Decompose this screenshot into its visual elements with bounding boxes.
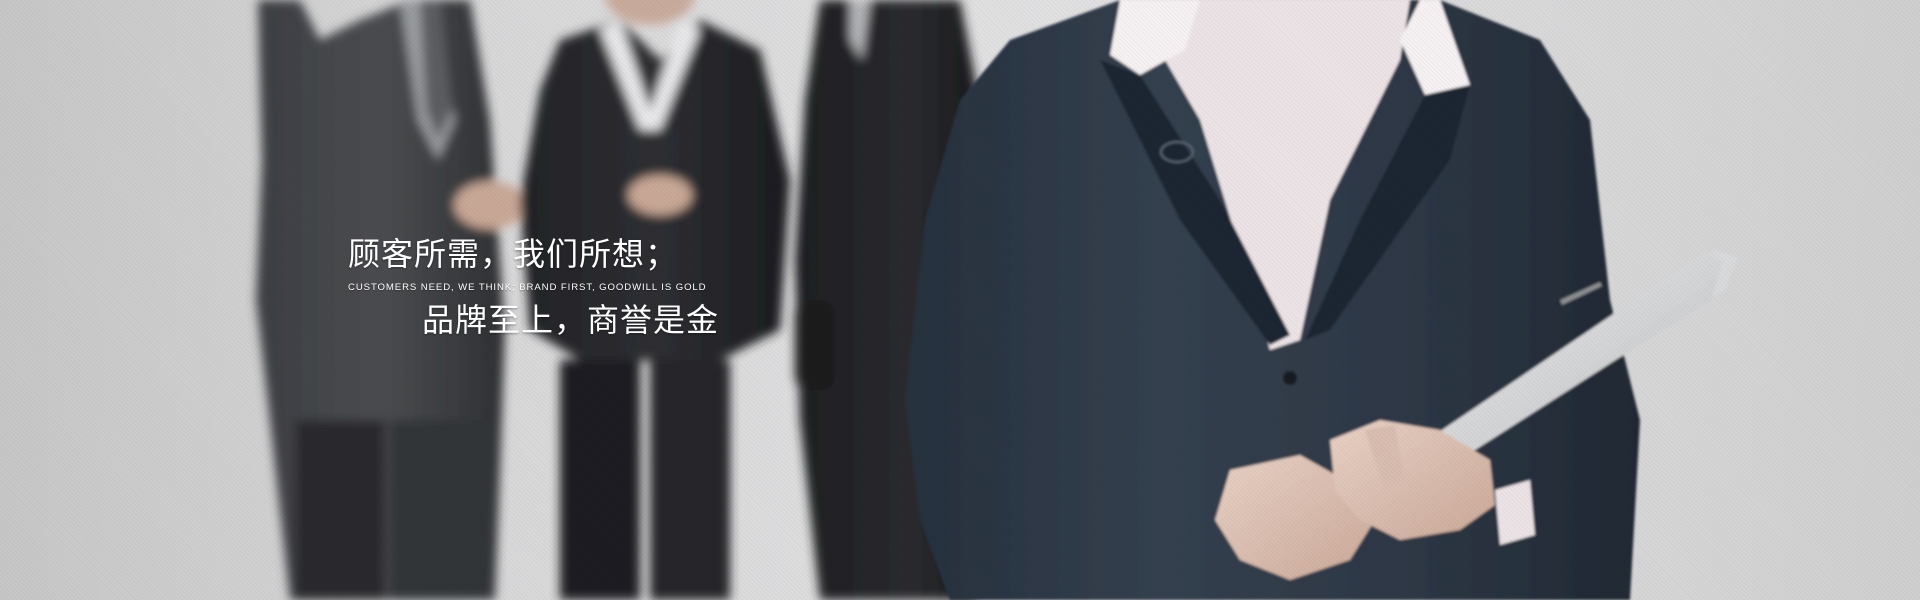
slogan-subline: CUSTOMERS NEED, WE THINK; BRAND FIRST, G… xyxy=(348,282,707,293)
slogan-headline-2: 品牌至上，商誉是金 xyxy=(422,301,720,339)
slogan-headline-1: 顾客所需，我们所想； xyxy=(348,235,679,273)
foreground-woman xyxy=(905,0,1738,600)
banner-slogan: 顾客所需，我们所想； CUSTOMERS NEED, WE THINK; BRA… xyxy=(348,238,719,336)
